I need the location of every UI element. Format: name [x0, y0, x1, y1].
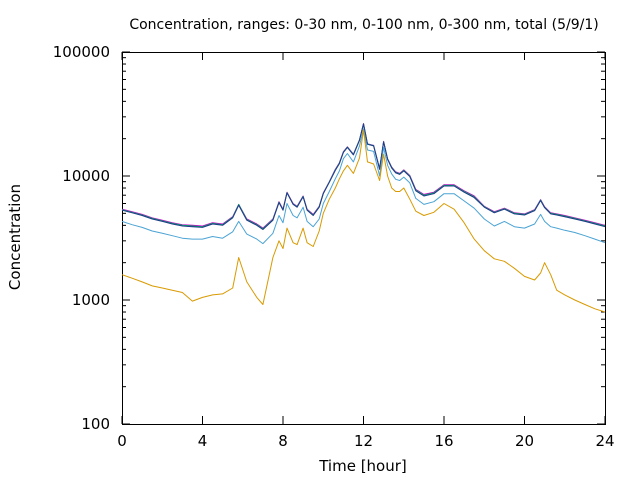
series-lines: [121, 123, 606, 313]
chart-title: Concentration, ranges: 0-30 nm, 0-100 nm…: [129, 17, 598, 33]
y-tick-label-2: 10000: [62, 167, 110, 185]
y-tick-label-1: 1000: [72, 291, 110, 309]
tick-labels: 0 4 8 12 16 20 24 100 1000 10000 100000: [53, 43, 615, 450]
y-tick-label-0: 100: [81, 415, 110, 433]
y-tick-label-3: 100000: [53, 43, 110, 61]
series-line-1: [121, 123, 606, 229]
series-line-5: [121, 129, 606, 313]
plot-frame: [122, 52, 606, 425]
series-line-4: [121, 128, 606, 245]
x-tick-label-3: 12: [354, 432, 373, 450]
x-tick-label-1: 4: [198, 432, 208, 450]
series-line-2: [121, 123, 606, 230]
series-line-3: [121, 123, 606, 230]
axis-ticks: [121, 51, 606, 425]
x-tick-label-4: 16: [434, 432, 453, 450]
x-tick-label-5: 20: [515, 432, 534, 450]
x-axis-label: Time [hour]: [318, 457, 407, 475]
x-tick-label-6: 24: [595, 432, 614, 450]
x-tick-label-2: 8: [278, 432, 288, 450]
y-axis-label: Concentration: [6, 184, 24, 290]
x-tick-label-0: 0: [117, 432, 127, 450]
